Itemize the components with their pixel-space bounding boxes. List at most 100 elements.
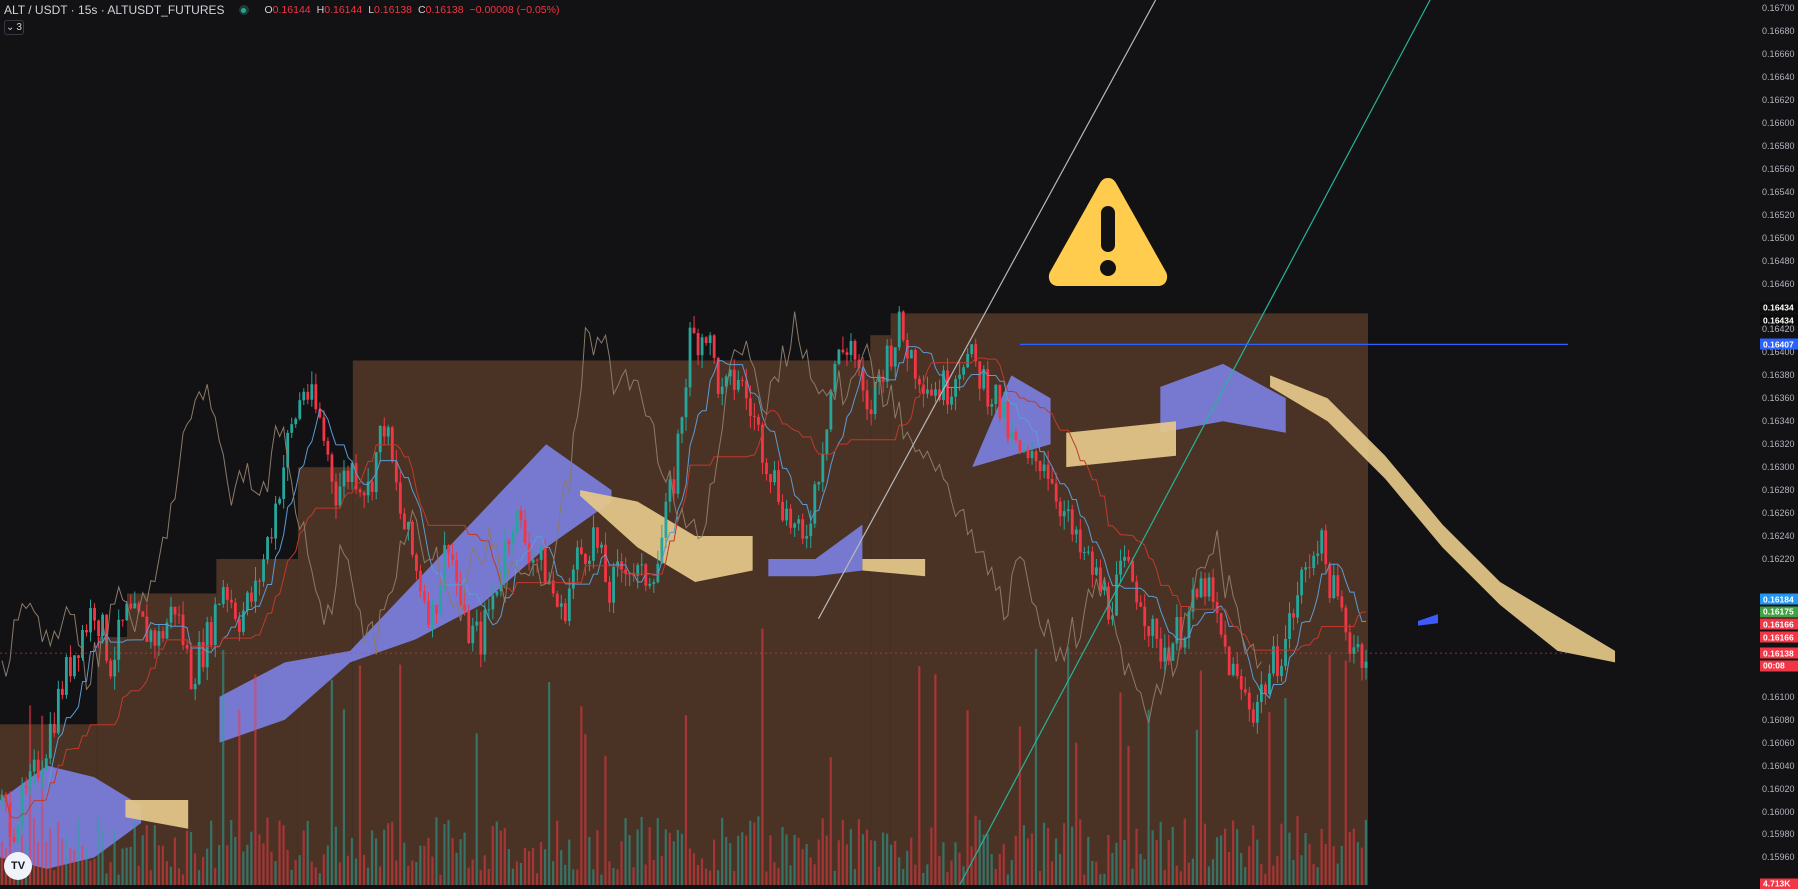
candle-body	[1223, 634, 1227, 647]
tradingview-logo[interactable]: TV	[4, 852, 32, 880]
volume-bar	[1111, 852, 1114, 885]
price-tag[interactable]: 0.16175	[1760, 606, 1798, 618]
candle-body	[644, 564, 648, 586]
volume-bar	[1187, 862, 1190, 885]
price-tag[interactable]: 4.713K	[1760, 878, 1798, 889]
candle-body	[579, 547, 583, 554]
volume-bar	[519, 862, 523, 885]
volume-bar	[113, 830, 116, 885]
volume-bar	[672, 841, 675, 885]
candle-body	[761, 424, 764, 463]
volume-bar	[391, 821, 394, 885]
candle-body	[640, 564, 644, 566]
volume-bar	[32, 817, 36, 885]
volume-bar	[1199, 670, 1203, 885]
volume-bar	[1284, 698, 1287, 885]
candle-body	[1078, 529, 1082, 553]
price-tick-label: 0.15980	[1762, 829, 1795, 840]
market-status-icon[interactable]	[238, 5, 249, 15]
candle-body	[732, 369, 736, 390]
candle-body	[0, 794, 4, 802]
candle-body	[1268, 673, 1271, 695]
volume-bar	[644, 864, 647, 885]
volume-bar	[1227, 851, 1231, 885]
volume-bar	[1079, 819, 1082, 885]
candle-body	[209, 622, 213, 646]
price-tag[interactable]: 0.16166	[1760, 631, 1798, 643]
volume-bar	[572, 869, 575, 885]
volume-bar	[447, 820, 450, 885]
volume-bar	[415, 862, 418, 885]
candle-body	[129, 603, 133, 609]
ohlc-values: O0.16144 H0.16144 L0.16138 C0.16138 −0.0…	[264, 4, 560, 16]
volume-bar	[491, 825, 494, 885]
candle-body	[712, 335, 716, 358]
volume-bar	[45, 842, 48, 885]
candle-body	[346, 470, 350, 482]
volume-bar	[733, 871, 736, 885]
volume-bar	[334, 826, 337, 885]
candle-body	[334, 481, 338, 506]
volume-bar	[716, 870, 720, 885]
volume-bar	[970, 846, 973, 885]
price-tick-label: 0.16020	[1762, 783, 1795, 794]
volume-bar	[483, 855, 486, 885]
candle-body	[773, 470, 776, 483]
candle-body	[153, 630, 157, 646]
candle-body	[664, 501, 668, 538]
candle-body	[443, 545, 447, 587]
volume-bar	[548, 682, 551, 885]
candle-body	[563, 603, 567, 621]
price-tag[interactable]: 0.16184	[1760, 593, 1798, 605]
volume-bar	[1324, 844, 1327, 885]
candle-body	[1030, 451, 1034, 459]
volume-bar	[926, 864, 929, 885]
volume-bar	[77, 817, 80, 885]
candle-body	[934, 389, 937, 396]
candle-body	[596, 527, 599, 548]
volume-bar	[781, 826, 784, 885]
volume-bar	[403, 842, 406, 885]
candle-body	[1340, 596, 1344, 608]
candle-body	[1239, 676, 1243, 690]
candle-body	[1316, 553, 1320, 556]
volume-bar	[576, 869, 579, 885]
price-axis[interactable]: 0.16700 0.16680 0.16660 0.16640 0.16620 0.166…	[1760, 0, 1798, 889]
candle-body	[467, 610, 471, 644]
candle-body	[1159, 638, 1163, 662]
volume-bar	[274, 861, 277, 885]
price-tag[interactable]: 0.16407	[1760, 338, 1798, 350]
volume-bar	[954, 842, 957, 885]
candle-body	[1135, 581, 1139, 603]
symbol-title[interactable]: ALT / USDT · 15s · ALTUSDT_FUTURES	[4, 3, 225, 17]
candle-body	[821, 454, 825, 483]
volume-bar	[149, 870, 152, 885]
candle-body	[1187, 611, 1191, 638]
price-tag[interactable]: 00:08	[1760, 660, 1798, 672]
candle-body	[1066, 509, 1070, 512]
candle-body	[149, 630, 153, 642]
candle-body	[286, 432, 290, 468]
candle-body	[793, 523, 797, 528]
candle-body	[342, 470, 346, 487]
volume-bar	[451, 838, 454, 885]
price-tag[interactable]: 0.16138	[1760, 647, 1798, 659]
indicators-collapse-button[interactable]: ⌄ 3	[4, 20, 24, 35]
candle-body	[841, 349, 845, 353]
candle-body	[250, 592, 253, 602]
price-tag[interactable]: 0.16434	[1760, 301, 1798, 313]
price-tick-label: 0.16520	[1762, 209, 1795, 220]
volume-bar	[1095, 861, 1098, 885]
candle-body	[113, 659, 117, 677]
indicator-count: 3	[16, 22, 22, 33]
volume-bar	[1312, 864, 1315, 885]
volume-bar	[201, 856, 205, 885]
price-tag[interactable]: 0.16434	[1760, 314, 1798, 326]
volume-bar	[1348, 831, 1351, 885]
price-tag[interactable]: 0.16166	[1760, 618, 1798, 630]
candle-body	[688, 327, 692, 388]
volume-bar	[1316, 867, 1319, 885]
volume-bar	[145, 825, 148, 885]
candle-body	[366, 481, 370, 496]
